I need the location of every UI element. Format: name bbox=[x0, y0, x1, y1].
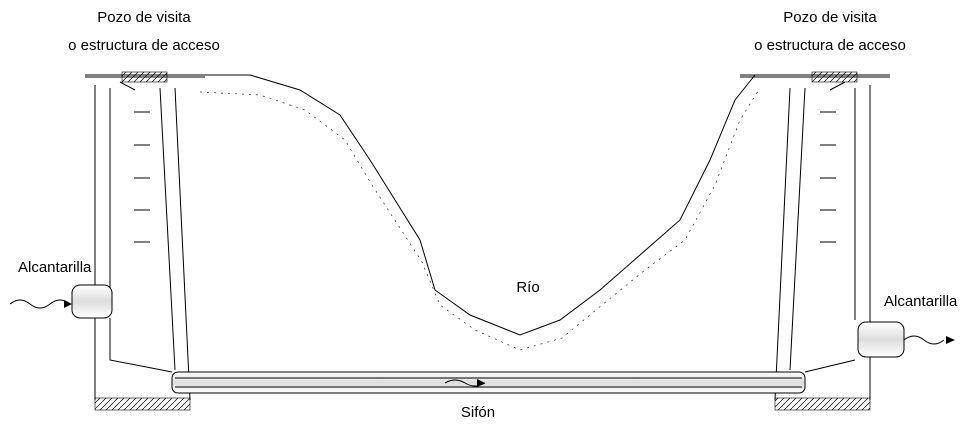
ground bbox=[85, 71, 890, 83]
manhole-label: Pozo de visita bbox=[97, 9, 191, 26]
left-sewer-pipe bbox=[9, 284, 113, 319]
sewer-label: Alcantarilla bbox=[884, 293, 958, 310]
river-bed bbox=[190, 74, 761, 351]
river-label: Río bbox=[516, 279, 539, 296]
manhole-label: o estructura de acceso bbox=[754, 37, 906, 54]
siphon-pipe bbox=[171, 371, 806, 394]
sewer-label: Alcantarilla bbox=[18, 259, 92, 276]
right-sewer-pipe bbox=[857, 321, 955, 358]
manhole-label: Pozo de visita bbox=[783, 9, 877, 26]
right-shaft bbox=[774, 81, 871, 411]
siphon-label: Sifón bbox=[461, 404, 495, 421]
left-shaft bbox=[94, 81, 191, 411]
manhole-label: o estructura de acceso bbox=[68, 37, 220, 54]
